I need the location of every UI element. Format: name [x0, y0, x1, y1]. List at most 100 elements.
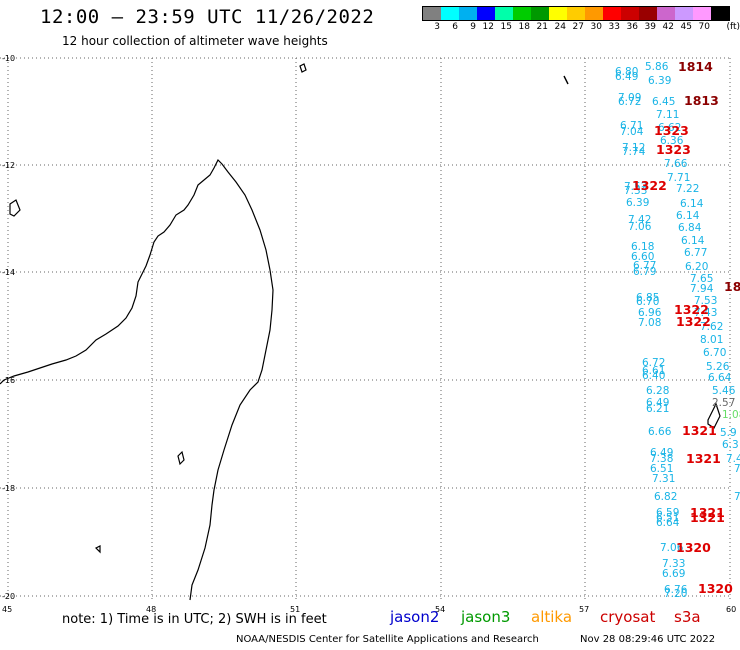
legend-swatch	[585, 7, 603, 20]
graticule	[0, 57, 731, 600]
legend-swatch	[423, 7, 441, 20]
legend-tick-label: 42	[662, 22, 674, 32]
track-time-label: 1322	[632, 178, 667, 193]
wave-height-value: 6.79	[633, 266, 656, 278]
track-time-label: 1320	[676, 540, 711, 555]
track-time-label: 1813	[684, 93, 719, 108]
track-time-label: 18	[724, 279, 740, 294]
legend-tick-label: 30	[590, 22, 602, 32]
wave-height-value: 6.72	[642, 357, 665, 369]
legend-unit: (ft)	[726, 22, 740, 32]
legend-swatch	[459, 7, 477, 20]
wave-height-value: 7.22	[676, 183, 699, 195]
wave-height-value: 6.49	[615, 71, 638, 83]
wave-height-value: 6.77	[684, 247, 707, 259]
legend-swatch	[567, 7, 585, 20]
wave-height-value: 6.82	[654, 491, 677, 503]
generated-timestamp: Nov 28 08:29:46 UTC 2022	[580, 634, 716, 645]
longitude-label: 54	[435, 605, 445, 614]
madagascar-coastline	[0, 158, 274, 601]
longitude-label: 45	[2, 605, 12, 614]
legend-swatch	[549, 7, 567, 20]
track-time-label: 1321	[690, 510, 725, 525]
latitude-labels: -10 -12 -14 -16 -18 -20	[2, 54, 15, 601]
satellite-jason3: jason3	[461, 608, 511, 626]
wave-height-value: 6.64	[708, 372, 732, 384]
wave-height-value: 2.57	[712, 397, 735, 409]
legend-swatch	[693, 7, 711, 20]
wave-height-value: 7	[734, 491, 740, 503]
track-time-labels: 1814181313231323132213221322132113211321…	[632, 59, 740, 596]
latitude-label: -14	[2, 268, 15, 277]
page-title: 12:00 — 23:59 UTC 11/26/2022	[40, 6, 375, 28]
wave-height-value: 7.4	[726, 453, 740, 465]
wave-height-value: 8.01	[700, 334, 723, 346]
legend-tick-label: 24	[554, 22, 566, 32]
satellite-cryosat: cryosat	[600, 608, 656, 626]
wave-height-value: 7.94	[690, 283, 714, 295]
legend-swatch	[477, 7, 495, 20]
wave-height-value: 7.12	[622, 142, 645, 154]
wave-height-value: 7.04	[620, 126, 644, 138]
wave-height-value: 7.71	[667, 172, 690, 184]
wave-height-value: 6.80	[615, 66, 638, 78]
legend-tick-label: 27	[572, 22, 584, 32]
legend-swatch	[441, 7, 459, 20]
satellite-altika: altika	[531, 608, 573, 626]
islet	[563, 75, 569, 85]
track-time-label: 1814	[678, 59, 713, 74]
track-time-label: 1320	[698, 581, 733, 596]
wave-height-value: 6.39	[626, 197, 649, 209]
wave-height-value: 7.06	[660, 542, 684, 554]
longitude-label: 57	[579, 605, 589, 614]
wave-height-value: 6.14	[680, 198, 704, 210]
wave-height-value: 7.62	[700, 321, 723, 333]
legend-tick-label: 39	[644, 22, 656, 32]
legend-tick-label: 6	[452, 22, 458, 32]
wave-height-value: 6.59	[656, 507, 679, 519]
islet	[707, 402, 721, 429]
wave-height-value: 6.71	[620, 120, 643, 132]
track-time-label: 1321	[690, 505, 725, 520]
islet	[177, 450, 185, 466]
wave-height-value: 6.18	[631, 241, 654, 253]
wave-height-value: 6.69	[662, 568, 685, 580]
latitude-label: -10	[2, 54, 15, 63]
wave-height-labels: 6.80 5.866.49 6.397.096.72 6.457.116.71 6.62…	[615, 61, 740, 600]
page-subtitle: 12 hour collection of altimeter wave hei…	[62, 34, 328, 48]
legend-swatch	[531, 7, 549, 20]
islet	[9, 199, 21, 217]
longitude-label: 60	[726, 605, 736, 614]
wave-height-value: 5.9	[720, 427, 737, 439]
legend-swatch	[621, 7, 639, 20]
wave-height-value: 6.77	[633, 260, 656, 272]
wave-height-value: 7.74	[622, 146, 646, 158]
wave-height-value: 6.60	[631, 251, 654, 263]
wave-height-value: 7.66	[664, 158, 688, 170]
latitude-label: -18	[2, 484, 15, 493]
latitude-label: -12	[2, 161, 15, 170]
latitude-label: -16	[2, 376, 15, 385]
legend-swatch	[657, 7, 675, 20]
legend-tick-label: 33	[608, 22, 620, 32]
wave-height-value: 6.49	[646, 397, 669, 409]
wave-height-value: 6.72	[618, 96, 641, 108]
wave-height-value: 6.51	[650, 463, 673, 475]
wave-height-value: 7.09	[618, 92, 641, 104]
track-time-label: 1322	[674, 302, 709, 317]
footnote: note: 1) Time is in UTC; 2) SWH is in fe…	[62, 612, 327, 627]
wave-height-value: 6.84	[678, 222, 702, 234]
color-scale-legend	[422, 6, 730, 21]
track-time-label: 1321	[686, 451, 721, 466]
wave-height-value: 7.38	[650, 453, 673, 465]
wave-height-value: 6.14	[681, 235, 705, 247]
wave-height-value: 5.86	[645, 61, 669, 73]
wave-height-value: 7.52	[624, 181, 647, 193]
wave-height-value: 6.21	[646, 403, 669, 415]
coastline	[0, 63, 721, 601]
wave-height-value: 7.42	[628, 214, 651, 226]
wave-height-value: 7.33	[662, 558, 685, 570]
legend-tick-label: 12	[482, 22, 494, 32]
